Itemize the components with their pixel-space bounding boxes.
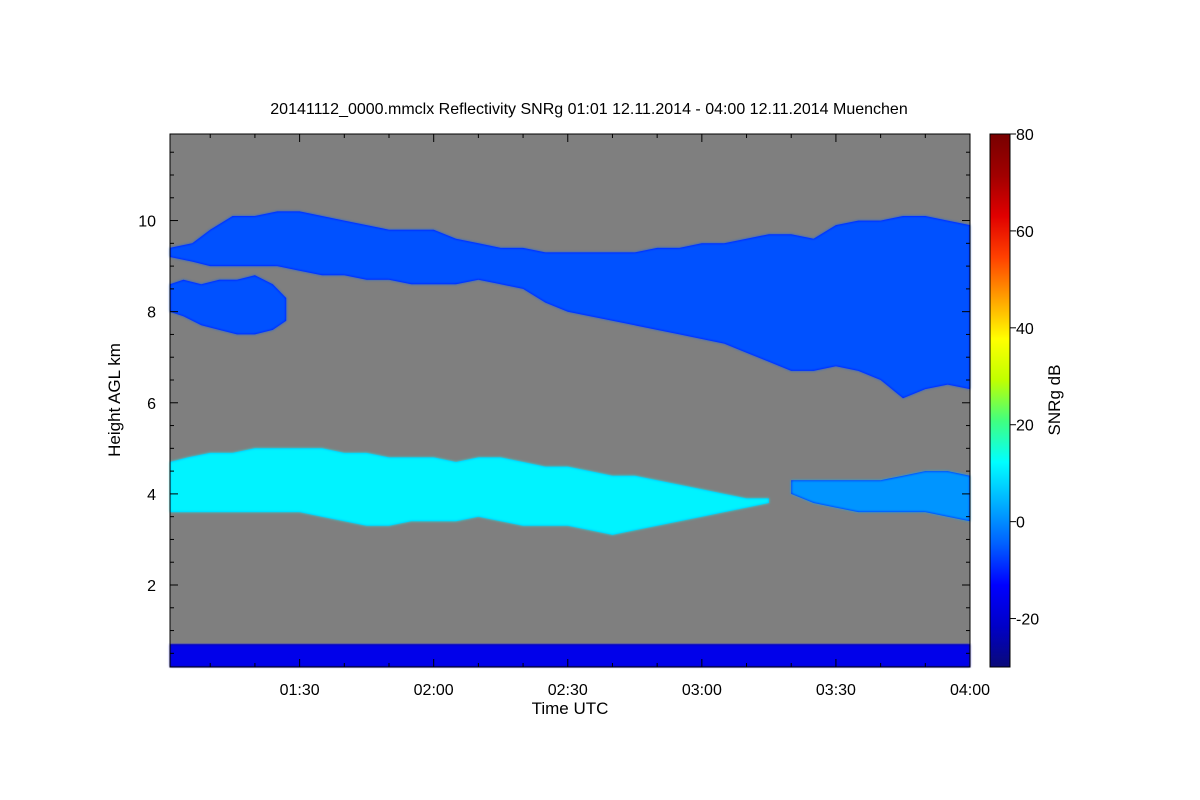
- colorbar: [989, 133, 1011, 668]
- x-axis-label: Time UTC: [532, 699, 609, 718]
- y-tick-label: 6: [147, 396, 156, 413]
- colorbar-axis: -20 0 20 40 60 80: [1010, 127, 1039, 629]
- y-axis-label: Height AGL km: [105, 343, 124, 457]
- cloud-layer-2: [170, 211, 970, 399]
- x-tick-label: 03:00: [682, 682, 722, 699]
- x-tick-label: 02:30: [548, 682, 588, 699]
- cloud-layers: [170, 211, 970, 667]
- x-tick-label: 02:00: [414, 682, 454, 699]
- x-tick-label: 03:30: [816, 682, 856, 699]
- plot-frame: [169, 133, 971, 668]
- x-tick-label: 01:30: [280, 682, 320, 699]
- colorbar-label: SNRg dB: [1045, 365, 1064, 436]
- colorbar-tick-label: 60: [1016, 224, 1034, 241]
- colorbar-tick-label: 40: [1016, 321, 1034, 338]
- colorbar-tick-label: -20: [1016, 612, 1039, 629]
- cloud-layer-5: [170, 644, 970, 667]
- cloud-layer-1: [170, 275, 287, 335]
- colorbar-tick-label: 80: [1016, 127, 1034, 144]
- chart-title: 20141112_0000.mmclx Reflectivity SNRg 01…: [270, 101, 907, 118]
- y-tick-label: 10: [138, 214, 156, 231]
- y-tick-label: 2: [147, 578, 156, 595]
- x-tick-label: 04:00: [950, 682, 990, 699]
- y-tick-label: 8: [147, 305, 156, 322]
- y-tick-label: 4: [147, 487, 156, 504]
- cloud-layer-4: [791, 471, 970, 522]
- colorbar-tick-label: 20: [1016, 418, 1034, 435]
- cloud-layer-3: [170, 448, 769, 535]
- y-axis: 2 4 6 8 10: [138, 151, 970, 654]
- x-axis: 01:30 02:00 02:30 03:00 03:30 04:00: [209, 134, 990, 699]
- colorbar-tick-label: 0: [1016, 515, 1025, 532]
